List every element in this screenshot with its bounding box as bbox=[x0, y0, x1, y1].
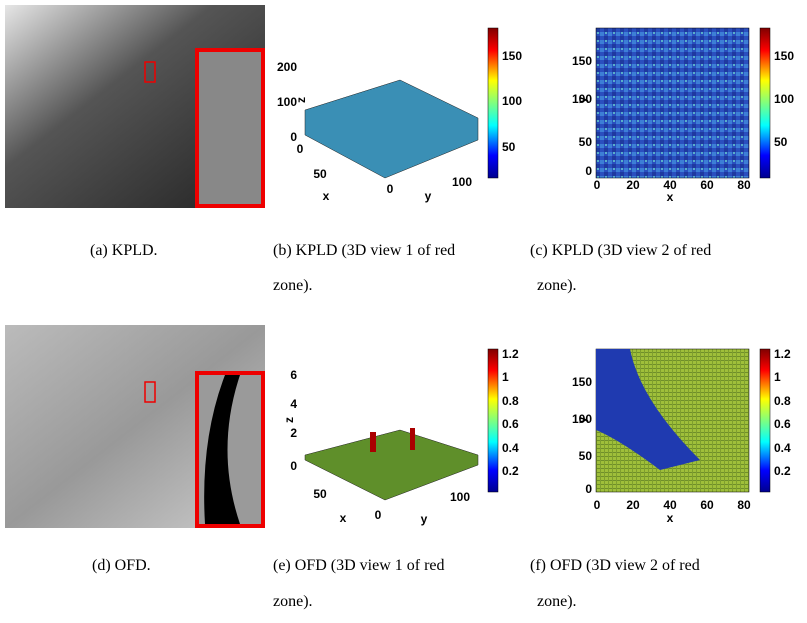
red-zone bbox=[144, 381, 156, 403]
tick-label: 50 bbox=[313, 487, 327, 501]
surface-3d bbox=[304, 429, 479, 501]
caption: (f) OFD (3D view 2 of red bbox=[530, 557, 700, 574]
tick-label: 150 bbox=[572, 375, 592, 389]
colorbar-tick-label: 0.4 bbox=[502, 441, 519, 455]
tick-label: 40 bbox=[663, 498, 677, 512]
red-zone bbox=[144, 61, 156, 83]
caption: zone). bbox=[537, 277, 577, 294]
tick-label: 0 bbox=[290, 459, 297, 473]
colorbar-tick-label: 1 bbox=[502, 370, 509, 384]
tick-label: 100 bbox=[277, 95, 297, 109]
tick-label: 80 bbox=[737, 498, 751, 512]
colorbar-tick-label: 0.2 bbox=[774, 464, 791, 478]
colorbar-tick-label: 0.4 bbox=[774, 441, 791, 455]
caption: (b) KPLD (3D view 1 of red bbox=[273, 242, 455, 259]
tick-label: 0 bbox=[290, 130, 297, 144]
tick-label: 40 bbox=[663, 178, 677, 192]
colorbar-tick-label: 0.8 bbox=[502, 394, 519, 408]
colorbar bbox=[487, 27, 499, 179]
tick-label: 0 bbox=[387, 182, 394, 196]
peak bbox=[410, 428, 415, 450]
colorbar-tick-label: 100 bbox=[774, 92, 794, 106]
caption: (d) OFD. bbox=[92, 557, 151, 574]
colorbar-tick-label: 0.8 bbox=[774, 394, 791, 408]
caption: (a) KPLD. bbox=[90, 242, 158, 259]
axis-label: x bbox=[667, 511, 674, 525]
colorbar bbox=[487, 348, 499, 493]
axis-label: z bbox=[282, 417, 296, 423]
axis-label: x bbox=[667, 190, 674, 204]
tick-label: 0 bbox=[297, 142, 304, 156]
tick-label: 100 bbox=[572, 412, 592, 426]
heatmap bbox=[595, 27, 750, 179]
axis-label: y bbox=[575, 416, 589, 423]
axis-label: x bbox=[340, 511, 347, 525]
colorbar-tick-label: 100 bbox=[502, 94, 522, 108]
tick-label: 6 bbox=[290, 368, 297, 382]
colorbar-tick-label: 0.6 bbox=[502, 417, 519, 431]
colorbar-tick-label: 1 bbox=[774, 370, 781, 384]
tick-label: 4 bbox=[290, 397, 297, 411]
axis-label: x bbox=[323, 189, 330, 203]
tick-label: 200 bbox=[277, 60, 297, 74]
tick-label: 100 bbox=[452, 175, 472, 189]
axis-label: y bbox=[425, 189, 432, 203]
colorbar-tick-label: 50 bbox=[502, 140, 516, 154]
tick-label: 60 bbox=[700, 498, 714, 512]
colorbar-tick-label: 1.2 bbox=[502, 347, 519, 361]
caption: zone). bbox=[273, 277, 313, 294]
tick-label: 20 bbox=[626, 498, 640, 512]
colorbar-tick-label: 0.6 bbox=[774, 417, 791, 431]
zoom-inset bbox=[195, 48, 265, 208]
axis-label: y bbox=[575, 96, 589, 103]
tick-label: 20 bbox=[626, 178, 640, 192]
axis-label: y bbox=[421, 512, 428, 526]
tick-label: 0 bbox=[585, 164, 592, 178]
colorbar bbox=[759, 348, 771, 493]
colorbar-tick-label: 1.2 bbox=[774, 347, 791, 361]
tick-label: 60 bbox=[700, 178, 714, 192]
tick-label: 0 bbox=[594, 178, 601, 192]
tick-label: 50 bbox=[579, 135, 593, 149]
caption: zone). bbox=[537, 593, 577, 610]
tick-label: 100 bbox=[450, 490, 470, 504]
colorbar-tick-label: 150 bbox=[502, 49, 522, 63]
tick-label: 0 bbox=[585, 482, 592, 496]
colorbar-tick-label: 0.2 bbox=[502, 464, 519, 478]
tick-label: 50 bbox=[313, 167, 327, 181]
blue-region bbox=[596, 349, 700, 470]
axis-label: z bbox=[294, 97, 308, 103]
tick-label: 100 bbox=[572, 92, 592, 106]
colorbar-tick-label: 150 bbox=[774, 49, 794, 63]
tick-label: 80 bbox=[737, 178, 751, 192]
peak bbox=[370, 432, 376, 452]
tick-label: 2 bbox=[290, 426, 297, 440]
caption: (c) KPLD (3D view 2 of red bbox=[530, 242, 711, 259]
colorbar bbox=[759, 27, 771, 179]
tick-label: 0 bbox=[375, 508, 382, 522]
caption: (e) OFD (3D view 1 of red bbox=[273, 557, 445, 574]
surface-3d bbox=[304, 79, 479, 179]
dark-region bbox=[204, 375, 240, 524]
caption: zone). bbox=[273, 593, 313, 610]
colorbar-tick-label: 50 bbox=[774, 135, 788, 149]
tick-label: 0 bbox=[594, 498, 601, 512]
tick-label: 150 bbox=[572, 54, 592, 68]
tick-label: 50 bbox=[579, 449, 593, 463]
